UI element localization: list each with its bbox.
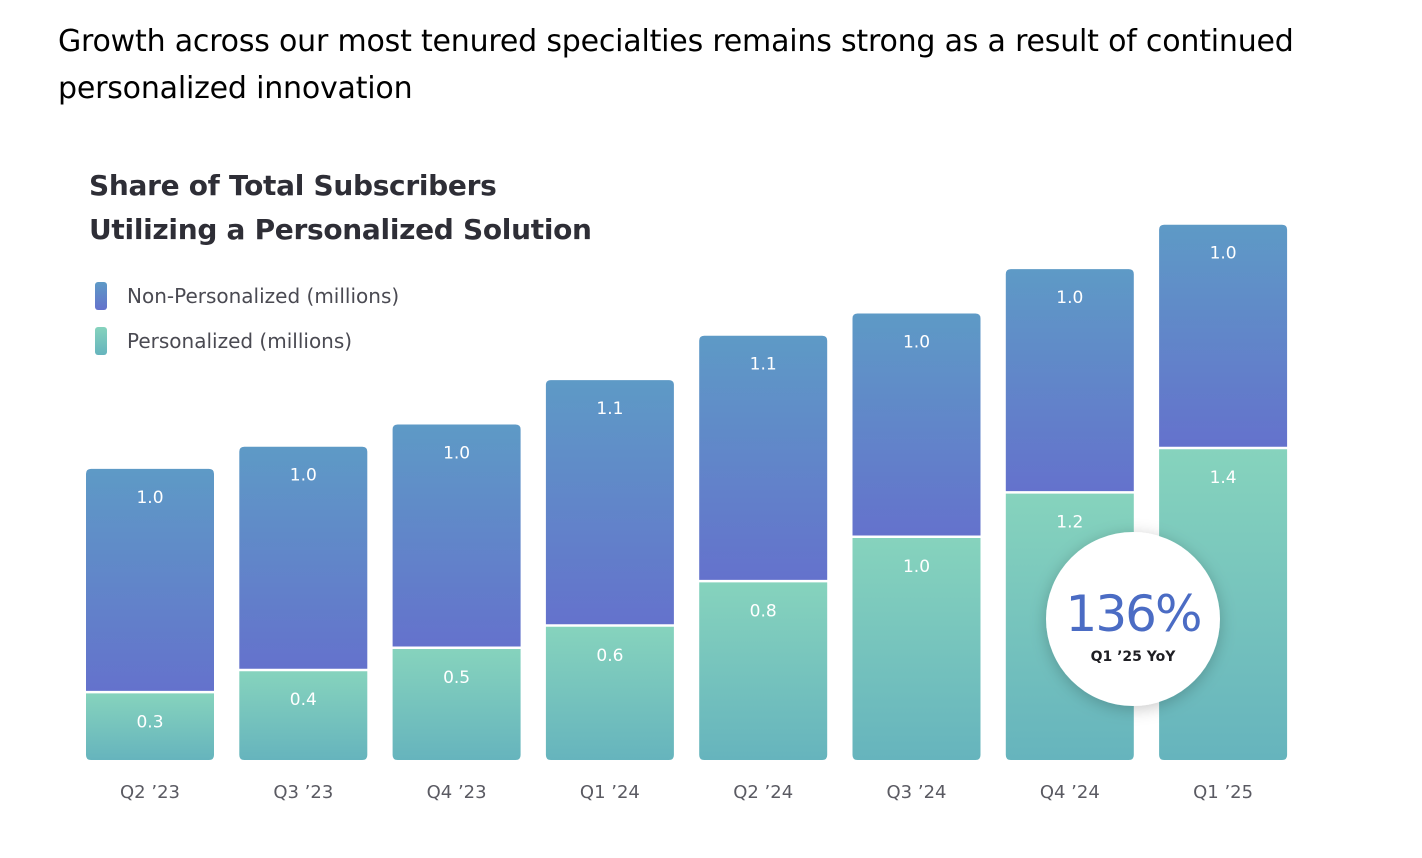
bar-label-non-personalized: 1.0 xyxy=(443,444,470,464)
bar-personalized xyxy=(392,649,521,760)
bar-label-personalized: 0.5 xyxy=(443,668,470,688)
callout-circle xyxy=(1046,532,1220,706)
bars-group: 1.0 0.3 Q2 ’23 1.0 0.4 Q3 ’23 1.0 0.5 Q4 ’23 1.1 0… xyxy=(86,224,1288,803)
x-tick-label: Q3 ’24 xyxy=(887,782,947,803)
bar-non-personalized xyxy=(1005,269,1134,492)
bar-personalized xyxy=(699,582,828,760)
page-headline: Growth across our most tenured specialti… xyxy=(58,24,1294,106)
bar-non-personalized xyxy=(392,424,521,647)
x-tick-label: Q1 ’24 xyxy=(580,782,640,803)
bar-group: 1.0 0.4 Q3 ’23 xyxy=(239,446,368,803)
bar-non-personalized xyxy=(239,446,368,669)
bar-non-personalized xyxy=(699,335,828,580)
bar-label-non-personalized: 1.1 xyxy=(596,399,623,419)
x-tick-label: Q3 ’23 xyxy=(273,782,333,803)
bar-label-non-personalized: 1.1 xyxy=(750,355,777,375)
x-tick-label: Q4 ’23 xyxy=(427,782,487,803)
bar-label-personalized: 0.4 xyxy=(290,690,317,710)
yoy-callout: 136% Q1 ’25 YoY xyxy=(1046,532,1220,706)
chart-title-line-1: Share of Total Subscribers xyxy=(89,169,497,202)
bar-personalized xyxy=(239,671,368,760)
bar-personalized xyxy=(86,693,214,760)
bar-group: 1.1 0.6 Q1 ’24 xyxy=(545,380,674,803)
x-tick-label: Q1 ’25 xyxy=(1193,782,1253,803)
bar-label-personalized: 1.0 xyxy=(903,557,930,577)
bar-non-personalized xyxy=(852,313,981,536)
bar-personalized xyxy=(852,538,981,760)
bar-group: 1.0 0.3 Q2 ’23 xyxy=(86,468,214,803)
bar-label-personalized: 1.2 xyxy=(1056,513,1083,533)
legend-label-non-personalized: Non-Personalized (millions) xyxy=(127,284,400,308)
callout-value: 136% xyxy=(1066,585,1201,643)
bar-group: 1.0 0.5 Q4 ’23 xyxy=(392,424,521,803)
bar-group: 1.0 1.4 Q1 ’25 xyxy=(1159,224,1288,803)
x-tick-label: Q2 ’23 xyxy=(120,782,180,803)
legend-item-non-personalized: Non-Personalized (millions) xyxy=(95,278,399,314)
bar-group: 1.1 0.8 Q2 ’24 xyxy=(699,335,828,803)
bar-label-non-personalized: 1.0 xyxy=(290,466,317,486)
legend-item-personalized: Personalized (millions) xyxy=(95,323,399,359)
bar-label-personalized: 0.8 xyxy=(750,601,777,621)
chart-title-line-2: Utilizing a Personalized Solution xyxy=(89,213,592,246)
bar-label-non-personalized: 1.0 xyxy=(903,333,930,353)
bar-non-personalized xyxy=(86,468,214,691)
bar-non-personalized xyxy=(545,380,674,625)
bar-label-non-personalized: 1.0 xyxy=(136,488,163,508)
bar-label-personalized: 0.6 xyxy=(596,646,623,666)
legend-swatch-non-personalized xyxy=(95,282,107,310)
bar-label-non-personalized: 1.0 xyxy=(1056,288,1083,308)
bar-group: 1.0 1.0 Q3 ’24 xyxy=(852,313,981,803)
callout-label: Q1 ’25 YoY xyxy=(1091,649,1177,665)
legend-swatch-personalized xyxy=(95,327,107,355)
bar-label-personalized: 0.3 xyxy=(136,712,163,732)
legend-label-personalized: Personalized (millions) xyxy=(127,329,353,353)
bar-personalized xyxy=(545,626,674,760)
bar-non-personalized xyxy=(1159,224,1288,447)
x-tick-label: Q2 ’24 xyxy=(733,782,793,803)
chart-title: Share of Total Subscribers Utilizing a P… xyxy=(89,164,592,252)
x-tick-label: Q4 ’24 xyxy=(1040,782,1100,803)
bar-label-personalized: 1.4 xyxy=(1210,468,1237,488)
bar-label-non-personalized: 1.0 xyxy=(1210,244,1237,264)
chart-legend: Non-Personalized (millions) Personalized… xyxy=(95,278,399,368)
